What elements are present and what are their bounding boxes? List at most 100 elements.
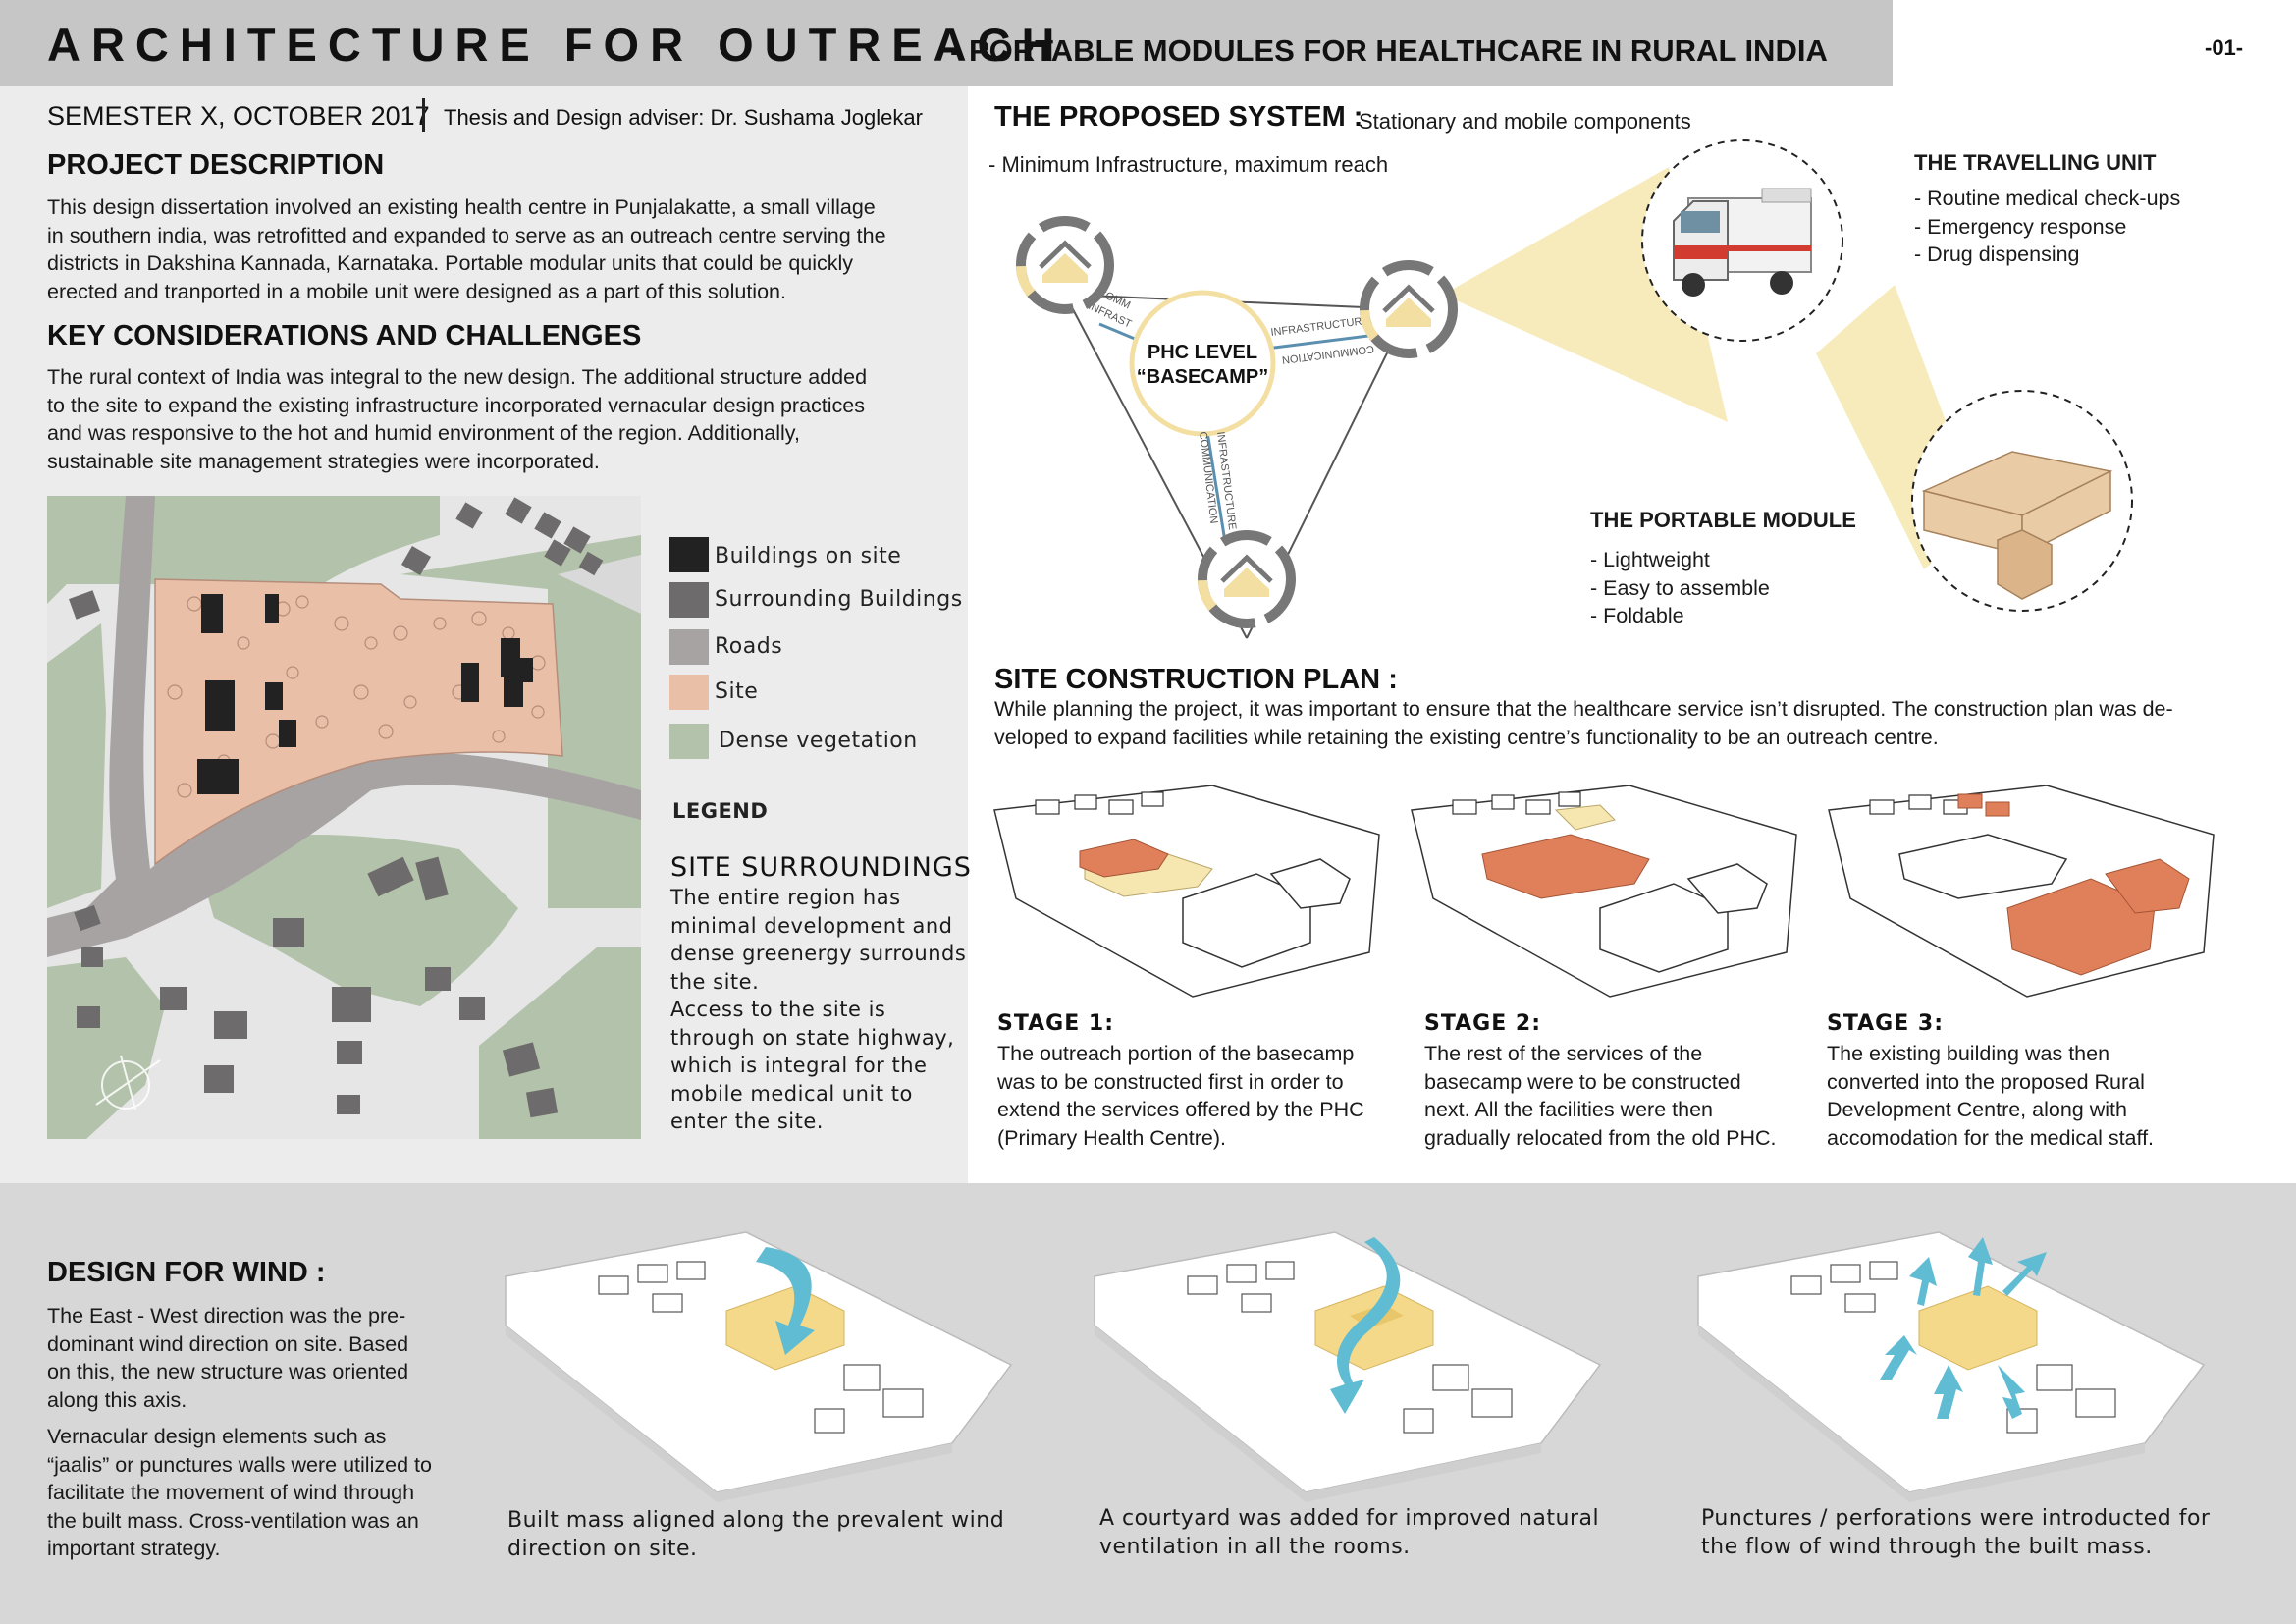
legend-label: Site — [715, 679, 759, 704]
text-line: direction on site. — [507, 1536, 698, 1561]
text-line: Built mass aligned along the prevalent w… — [507, 1508, 1005, 1533]
legend-swatch-roads — [669, 629, 709, 665]
text-line: Access to the site is — [670, 998, 886, 1021]
legend-swatch-surrounding — [669, 582, 709, 618]
page-title: ARCHITECTURE FOR OUTREACH — [47, 19, 1066, 71]
proposed-system-diagram: PHC LEVEL “BASECAMP” COMM INFRAST INFRAS… — [1016, 139, 2133, 639]
proposed-system-subheading: Stationary and mobile components — [1359, 109, 1691, 134]
stage-title: STAGE 2: — [1424, 1011, 1542, 1036]
text-line: sustainable site management strategies w… — [47, 449, 600, 473]
separator — [422, 98, 425, 132]
key-considerations-text: The rural context of India was integral … — [47, 363, 931, 475]
text-line: ventilation in all the rooms. — [1099, 1534, 1411, 1559]
wind-diagram-1 — [505, 1231, 1013, 1502]
page-number: -01- — [2205, 35, 2244, 60]
wind-caption-1: Built mass aligned along the prevalent w… — [507, 1507, 1004, 1563]
title-band — [0, 0, 1893, 86]
basecamp-label-line1: PHC LEVEL — [1148, 342, 1257, 363]
design-for-wind-para1: The East - West direction was the pre- d… — [47, 1302, 408, 1414]
heading-text: DESIGN FOR WIND — [47, 1257, 308, 1288]
text-line: The entire region has — [670, 886, 901, 909]
design-for-wind-para2: Vernacular design elements such as “jaal… — [47, 1423, 432, 1563]
legend-swatch-vegetation — [669, 724, 709, 759]
stage-2: STAGE 2: The rest of the services of the… — [1424, 1011, 1777, 1152]
heading-colon: : — [1353, 101, 1363, 133]
text-line: The rural context of India was integral … — [47, 365, 868, 389]
text-line: gradually relocated from the old PHC. — [1424, 1125, 1777, 1150]
construction-plan-heading: SITE CONSTRUCTION PLAN : — [994, 664, 1398, 696]
site-surroundings-text: The entire region has minimal developmen… — [670, 884, 966, 1136]
text-line: important strategy. — [47, 1537, 221, 1560]
text-line: extend the services offered by the PHC — [997, 1098, 1364, 1121]
wind-diagram-3 — [1697, 1231, 2206, 1502]
stage-1: STAGE 1: The outreach portion of the bas… — [997, 1011, 1364, 1152]
text-line: through on state highway, — [670, 1025, 955, 1050]
text-line: which is integral for the — [670, 1054, 928, 1077]
portable-module-icon — [1921, 451, 2113, 600]
text-line: The outreach portion of the basecamp — [997, 1042, 1355, 1065]
text-line: and was responsive to the hot and humid … — [47, 421, 800, 445]
text-line: in southern india, was retrofitted and e… — [47, 223, 886, 247]
project-description-heading: PROJECT DESCRIPTION — [47, 149, 385, 181]
text-line: “jaalis” or punctures walls were utilize… — [47, 1452, 432, 1477]
heading-text: THE PROPOSED SYSTEM — [994, 101, 1346, 133]
list-item: - Emergency response — [1914, 214, 2127, 239]
text-line: dominant wind direction on site. Based — [47, 1331, 409, 1356]
text-line: the site. — [670, 969, 760, 994]
stage-text: The existing building was then converted… — [1827, 1040, 2154, 1152]
ambulance-truck-icon — [1673, 188, 1812, 297]
stage-title: STAGE 3: — [1827, 1011, 1945, 1036]
list-item: - Foldable — [1590, 604, 1684, 627]
basecamp-label-line2: “BASECAMP” — [1137, 366, 1268, 388]
text-line: mobile medical unit to — [670, 1081, 913, 1106]
text-line: districts in Dakshina Kannada, Karnataka… — [47, 251, 854, 275]
project-description-text: This design dissertation involved an exi… — [47, 193, 931, 305]
site-surroundings-heading: SITE SURROUNDINGS — [670, 852, 972, 883]
text-line: on this, the new structure was oriented — [47, 1360, 409, 1383]
text-line: the built mass. Cross-ventilation was an — [47, 1508, 419, 1533]
proposed-system-heading: THE PROPOSED SYSTEM : — [994, 101, 1362, 134]
wind-caption-3: Punctures / perforations were introducte… — [1701, 1505, 2210, 1561]
text-line: enter the site. — [670, 1110, 824, 1133]
list-item: - Routine medical check-ups — [1914, 187, 2181, 210]
text-line: The existing building was then — [1827, 1042, 2110, 1065]
text-line: While planning the project, it was impor… — [994, 697, 2173, 721]
text-line: to the site to expand the existing infra… — [47, 393, 865, 417]
text-line: accomodation for the medical staff. — [1827, 1125, 2155, 1150]
text-line: dense greenergy surrounds — [670, 942, 967, 965]
construction-stages-illustration — [993, 785, 2215, 998]
stage-1-illustration — [993, 785, 1380, 998]
list-item: - Easy to assemble — [1590, 575, 1770, 600]
list-item: - Drug dispensing — [1914, 243, 2080, 266]
text-line: A courtyard was added for improved natur… — [1099, 1506, 1600, 1531]
wind-diagram-2 — [1094, 1231, 1602, 1502]
heading-colon: : — [315, 1257, 326, 1288]
legend-label: Roads — [715, 634, 783, 659]
text-line: (Primary Health Centre). — [997, 1125, 1226, 1150]
stage-3-illustration — [1828, 785, 2215, 998]
text-line: the flow of wind through the built mass. — [1701, 1534, 2153, 1559]
link-label: INFRASTRUCTURE — [1270, 315, 1370, 339]
text-line: basecamp were to be constructed — [1424, 1069, 1741, 1094]
design-for-wind-heading: DESIGN FOR WIND : — [47, 1257, 326, 1289]
stage-text: The outreach portion of the basecamp was… — [997, 1040, 1364, 1152]
text-line: converted into the proposed Rural — [1827, 1069, 2145, 1094]
travelling-unit-list: - Routine medical check-ups - Emergency … — [1914, 185, 2180, 269]
stage-text: The rest of the services of the basecamp… — [1424, 1040, 1777, 1152]
text-line: facilitate the movement of wind through — [47, 1481, 415, 1504]
text-line: next. All the facilities were then — [1424, 1098, 1713, 1121]
site-map — [47, 496, 641, 1139]
node-right — [1360, 260, 1458, 358]
legend-label: Dense vegetation — [719, 729, 918, 753]
key-considerations-heading: KEY CONSIDERATIONS AND CHALLENGES — [47, 320, 642, 352]
list-item: - Lightweight — [1590, 548, 1710, 571]
construction-plan-text: While planning the project, it was impor… — [994, 695, 2270, 751]
legend-label: Surrounding Buildings — [715, 587, 963, 612]
text-line: along this axis. — [47, 1387, 187, 1412]
legend-swatch-site — [669, 675, 709, 710]
legend-title: LEGEND — [672, 799, 769, 823]
text-line: Punctures / perforations were introducte… — [1701, 1506, 2211, 1531]
page-subtitle: - PORTABLE MODULES FOR HEALTHCARE IN RUR… — [950, 33, 1828, 68]
text-line: minimal development and — [670, 913, 953, 938]
heading-colon: : — [1388, 664, 1398, 695]
